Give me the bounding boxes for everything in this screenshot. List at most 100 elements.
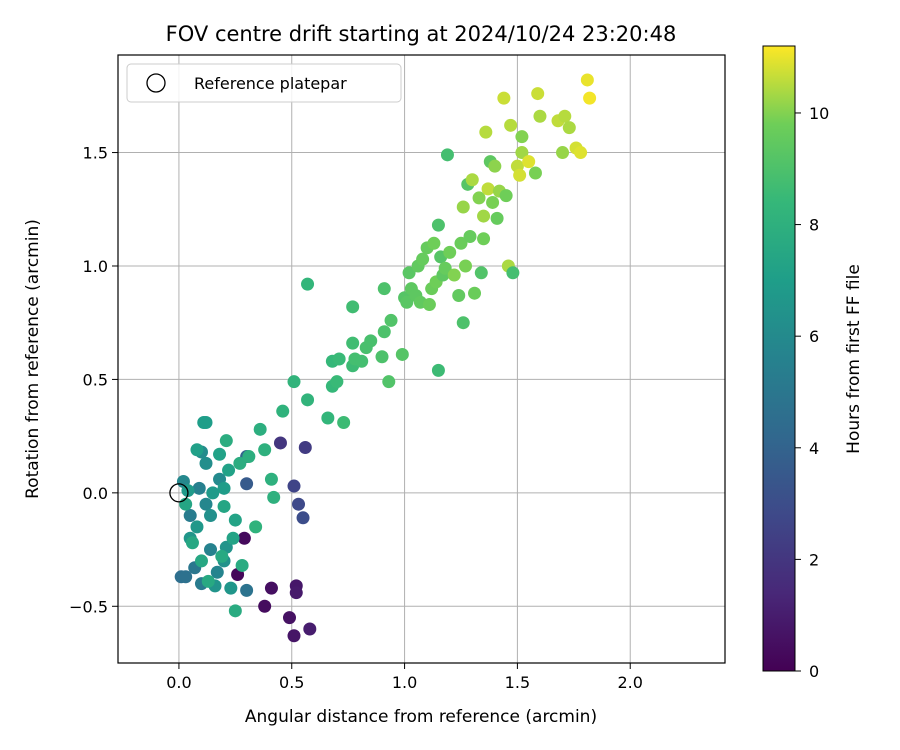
data-point (583, 91, 597, 105)
data-point (456, 200, 470, 214)
data-point (185, 536, 199, 550)
data-point (422, 298, 436, 312)
colorbar-tick-label: 8 (809, 216, 819, 235)
data-point (226, 531, 240, 545)
data-point (459, 259, 473, 273)
data-point (574, 146, 588, 160)
colorbar-ticks: 0 2 4 6 8 10 (795, 104, 829, 681)
grid-lines (118, 55, 725, 663)
data-point (556, 146, 570, 160)
data-point (190, 443, 204, 457)
data-point (240, 477, 254, 491)
data-point (292, 497, 306, 511)
data-point (440, 148, 454, 162)
data-point (465, 173, 479, 187)
data-point (431, 218, 445, 232)
x-tick-label: 1.0 (392, 673, 417, 692)
data-point (194, 554, 208, 568)
y-tick-label: 0.5 (83, 370, 108, 389)
data-point (515, 146, 529, 160)
data-point (179, 570, 193, 584)
data-point (287, 629, 301, 643)
data-point (431, 363, 445, 377)
data-point (217, 481, 231, 495)
data-point (384, 313, 398, 327)
chart-title: FOV centre drift starting at 2024/10/24 … (166, 22, 677, 46)
data-point (580, 73, 594, 87)
data-point (219, 434, 233, 448)
data-point (301, 277, 315, 291)
data-point (224, 581, 238, 595)
data-point (192, 481, 206, 495)
data-point (235, 558, 249, 572)
data-point (528, 166, 542, 180)
data-point (454, 236, 468, 250)
colorbar (762, 45, 796, 672)
data-point (276, 404, 290, 418)
data-point (497, 91, 511, 105)
data-point (447, 268, 461, 282)
data-point (481, 182, 495, 196)
colorbar-tick-label: 4 (809, 439, 819, 458)
data-point (472, 191, 486, 205)
legend-box (126, 63, 402, 103)
data-point (228, 604, 242, 618)
x-tick-label: 2.0 (618, 673, 643, 692)
data-point (217, 499, 231, 513)
data-point (488, 159, 502, 173)
data-point (264, 472, 278, 486)
data-point (183, 509, 197, 523)
colorbar-tick-label: 0 (809, 662, 819, 681)
data-point (237, 531, 251, 545)
data-points (169, 73, 597, 643)
x-tick-label: 0.0 (166, 673, 191, 692)
data-point (377, 325, 391, 339)
data-point (222, 463, 236, 477)
data-point (228, 513, 242, 527)
data-point (375, 350, 389, 364)
colorbar-tick-label: 2 (809, 550, 819, 569)
data-point (287, 375, 301, 389)
data-point (303, 622, 317, 636)
data-point (199, 456, 213, 470)
data-point (416, 252, 430, 266)
data-point (346, 336, 360, 350)
x-tick-label: 0.5 (279, 673, 304, 692)
data-point (504, 118, 518, 132)
data-point (273, 436, 287, 450)
data-point (402, 266, 416, 280)
data-point (267, 490, 281, 504)
legend-entry-label: Reference platepar (194, 74, 347, 93)
y-tick-label: 1.5 (83, 144, 108, 163)
data-point (258, 443, 272, 457)
data-point (282, 611, 296, 625)
data-point (513, 168, 527, 182)
legend-open-circle-marker (146, 73, 166, 93)
data-point (477, 232, 491, 246)
data-point (253, 422, 267, 436)
data-point (199, 497, 213, 511)
x-tick-label: 1.5 (505, 673, 530, 692)
data-point (204, 543, 218, 557)
colorbar-tick-label: 6 (809, 327, 819, 346)
data-point (301, 393, 315, 407)
data-point (242, 450, 256, 464)
data-point (321, 411, 335, 425)
data-point (499, 189, 513, 203)
data-point (468, 286, 482, 300)
data-point (289, 586, 303, 600)
data-point (332, 352, 346, 366)
data-point (240, 583, 254, 597)
data-point (249, 520, 263, 534)
data-point (233, 456, 247, 470)
data-point (355, 354, 369, 368)
x-axis-label: Angular distance from reference (arcmin) (245, 707, 597, 727)
data-point (486, 195, 500, 209)
data-point (330, 375, 344, 389)
data-point (364, 334, 378, 348)
data-point (506, 266, 520, 280)
data-point (531, 87, 545, 101)
data-point (204, 509, 218, 523)
data-point (443, 245, 457, 259)
